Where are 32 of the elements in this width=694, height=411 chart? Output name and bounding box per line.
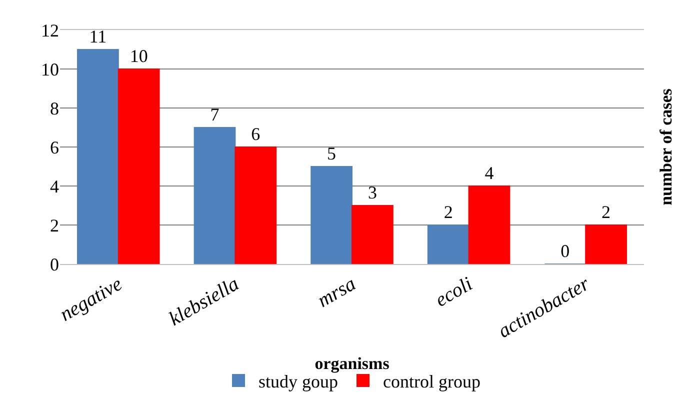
bar bbox=[585, 224, 627, 264]
x-tick-label: mrsa bbox=[314, 272, 360, 312]
data-label: 2 bbox=[444, 202, 453, 222]
x-tick-label: ecoli bbox=[432, 272, 476, 312]
y-tick-label: 0 bbox=[50, 254, 59, 274]
data-label: 3 bbox=[368, 182, 377, 202]
data-label: 10 bbox=[130, 46, 148, 66]
legend-label: study goup bbox=[258, 372, 338, 392]
y-tick-label: 8 bbox=[50, 98, 59, 118]
data-label: 7 bbox=[210, 104, 220, 124]
bar bbox=[352, 205, 394, 264]
data-label: 2 bbox=[602, 202, 611, 222]
bar bbox=[194, 127, 236, 264]
x-axis-title: organisms bbox=[314, 354, 390, 373]
y-tick-label: 2 bbox=[50, 215, 59, 236]
y-axis-title: number of cases bbox=[656, 88, 676, 206]
y-tick-label: 4 bbox=[50, 176, 59, 196]
y-tick-label: 10 bbox=[41, 59, 59, 80]
legend-label: control group bbox=[383, 372, 480, 392]
data-label: 6 bbox=[251, 124, 260, 144]
bar bbox=[234, 146, 277, 264]
data-label: 5 bbox=[327, 144, 336, 164]
bar bbox=[310, 166, 352, 264]
data-label: 0 bbox=[560, 241, 570, 261]
bar bbox=[468, 186, 510, 264]
data-label: 4 bbox=[484, 163, 494, 183]
y-tick-label: 6 bbox=[50, 137, 59, 158]
data-label: 11 bbox=[89, 26, 107, 46]
bar bbox=[118, 68, 160, 264]
bar bbox=[427, 224, 470, 264]
y-tick-label: 12 bbox=[41, 20, 59, 40]
bar bbox=[77, 49, 119, 264]
